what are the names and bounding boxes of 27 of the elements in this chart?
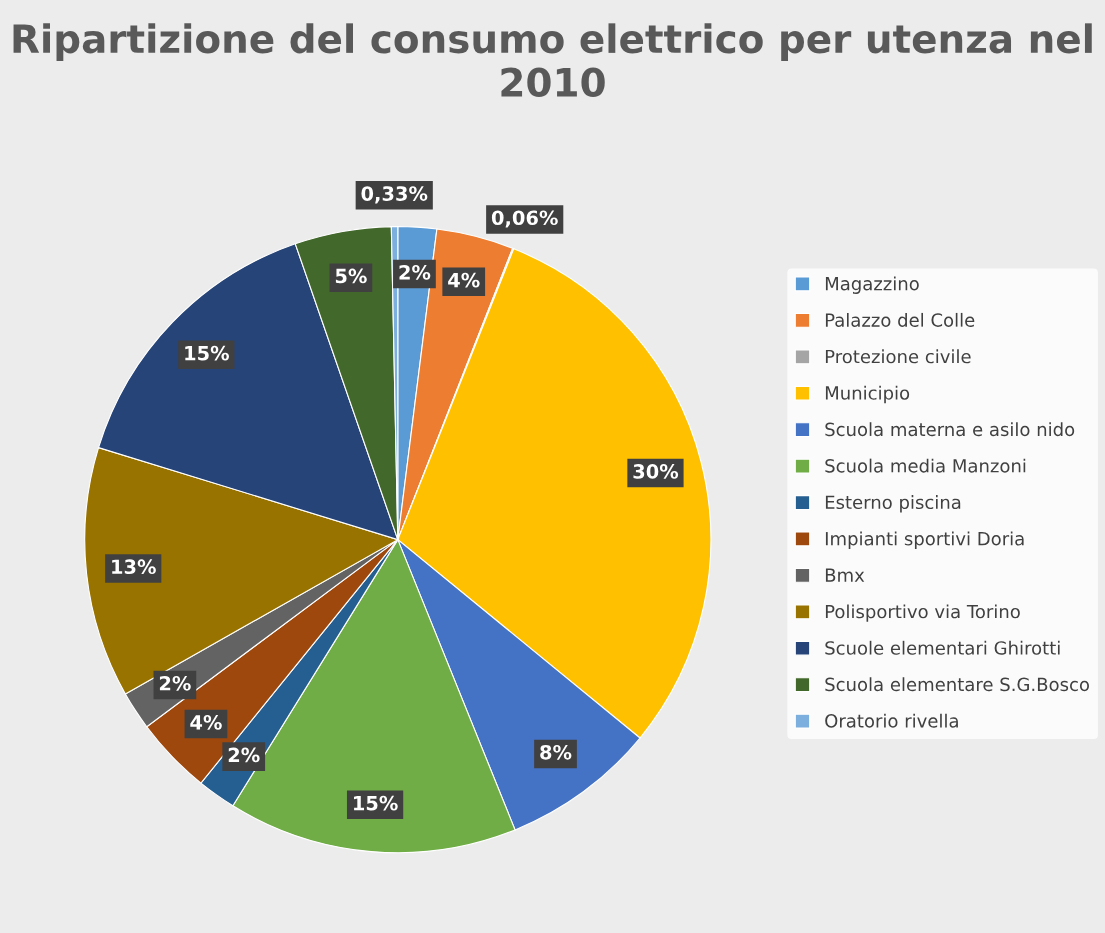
data-label: 13% xyxy=(112,559,156,575)
legend-label: Protezione civile xyxy=(825,349,971,364)
data-label: 2% xyxy=(399,264,431,280)
data-label: 0,06% xyxy=(491,210,558,228)
legend-label: Municipio xyxy=(825,385,910,404)
legend-label: Scuola media Manzoni xyxy=(825,458,1026,473)
legend-label: Bmx xyxy=(825,568,865,582)
legend-label: Polisportivo via Torino xyxy=(825,604,1020,622)
data-label: 30% xyxy=(633,464,679,479)
legend-label: Scuola elementare S.G.Bosco xyxy=(825,677,1089,692)
data-label: 2% xyxy=(228,747,260,763)
data-label: 15% xyxy=(354,795,398,811)
legend-label: Oratorio rivella xyxy=(825,713,958,728)
chart-title: Ripartizione del consumo elettrico per utenza nel 2010 xyxy=(13,23,1092,97)
legend-label: Palazzo del Colle xyxy=(825,312,975,327)
data-label: 5% xyxy=(335,268,367,284)
data-label: 4% xyxy=(190,714,222,730)
legend-label: Esterno piscina xyxy=(825,495,961,513)
legend-label: Impianti sportivi Doria xyxy=(825,531,1024,549)
legend-label: Magazzino xyxy=(825,276,919,294)
legend-label: Scuole elementari Ghirotti xyxy=(825,640,1060,655)
data-label: 15% xyxy=(185,345,229,361)
data-label: 2% xyxy=(159,675,191,691)
data-label: 8% xyxy=(540,744,572,760)
legend-label: Scuola materna e asilo nido xyxy=(825,422,1075,437)
data-label: 4% xyxy=(448,272,480,288)
data-label: 0,33% xyxy=(361,186,428,204)
